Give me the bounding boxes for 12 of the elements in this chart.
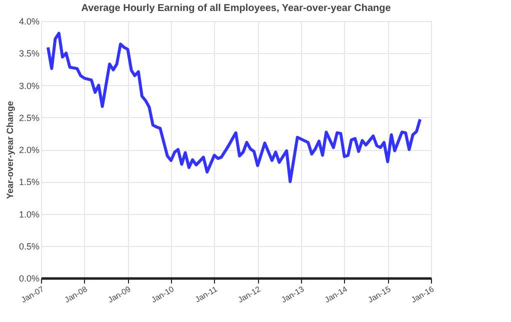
y-tick-label: 0.0% — [18, 274, 40, 284]
chart-title: Average Hourly Earning of all Employees, Year-over-year Change — [81, 3, 392, 14]
line-series — [46, 32, 422, 184]
y-axis-title: Year-over-year Change — [4, 100, 15, 200]
y-tick-label: 4.0% — [18, 16, 40, 26]
y-tick-label: 3.5% — [18, 48, 40, 59]
y-tick-label: 1.0% — [18, 209, 40, 220]
y-tick-label: 2.5% — [18, 112, 40, 123]
y-tick-label: 1.5% — [18, 177, 40, 188]
y-tick-label: 0.5% — [18, 241, 40, 252]
y-tick-label: 2.0% — [18, 145, 40, 155]
y-tick-label: 3.0% — [18, 80, 40, 91]
